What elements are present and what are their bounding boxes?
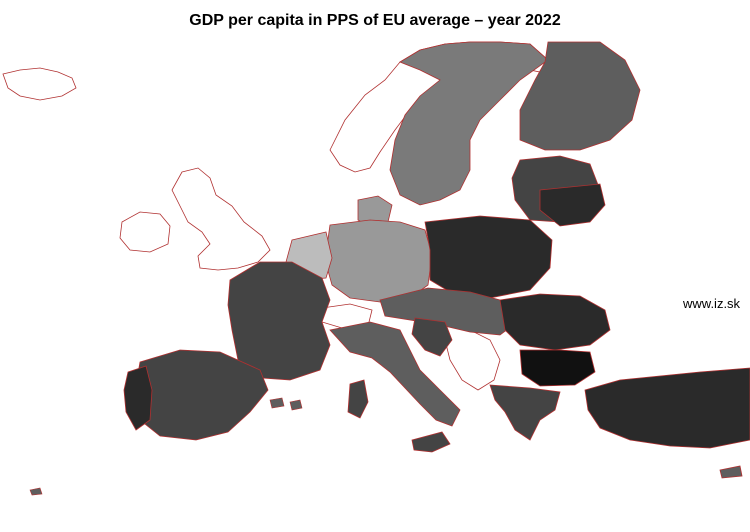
romania-region [499, 293, 611, 351]
east-region [539, 183, 606, 227]
watermark-text: www.iz.sk [683, 296, 741, 311]
greece-region [489, 384, 561, 441]
central-europe-region [379, 287, 521, 336]
small-islands-layer [29, 397, 303, 496]
eu-regions-layer [123, 41, 750, 479]
island-a [29, 487, 43, 496]
bulgaria-region [519, 349, 596, 387]
island-b [269, 397, 285, 409]
italy-region [329, 321, 461, 427]
germany-region [324, 219, 433, 303]
finland-region [519, 41, 641, 151]
map-title: GDP per capita in PPS of EU average – ye… [189, 12, 561, 29]
island-c [289, 399, 303, 411]
great-britain-region [171, 167, 271, 271]
sardinia-region [347, 379, 369, 419]
iceland-region [2, 67, 77, 101]
portugal-region [123, 365, 153, 431]
balkans-region [439, 319, 501, 391]
sweden-region [389, 41, 549, 206]
croatia-region [411, 317, 453, 357]
france-region [227, 261, 331, 381]
sicily-region [411, 431, 451, 453]
ireland-outline [119, 211, 171, 253]
turkey-region [584, 367, 750, 449]
cyprus-region [719, 465, 743, 479]
poland-region [424, 215, 553, 299]
